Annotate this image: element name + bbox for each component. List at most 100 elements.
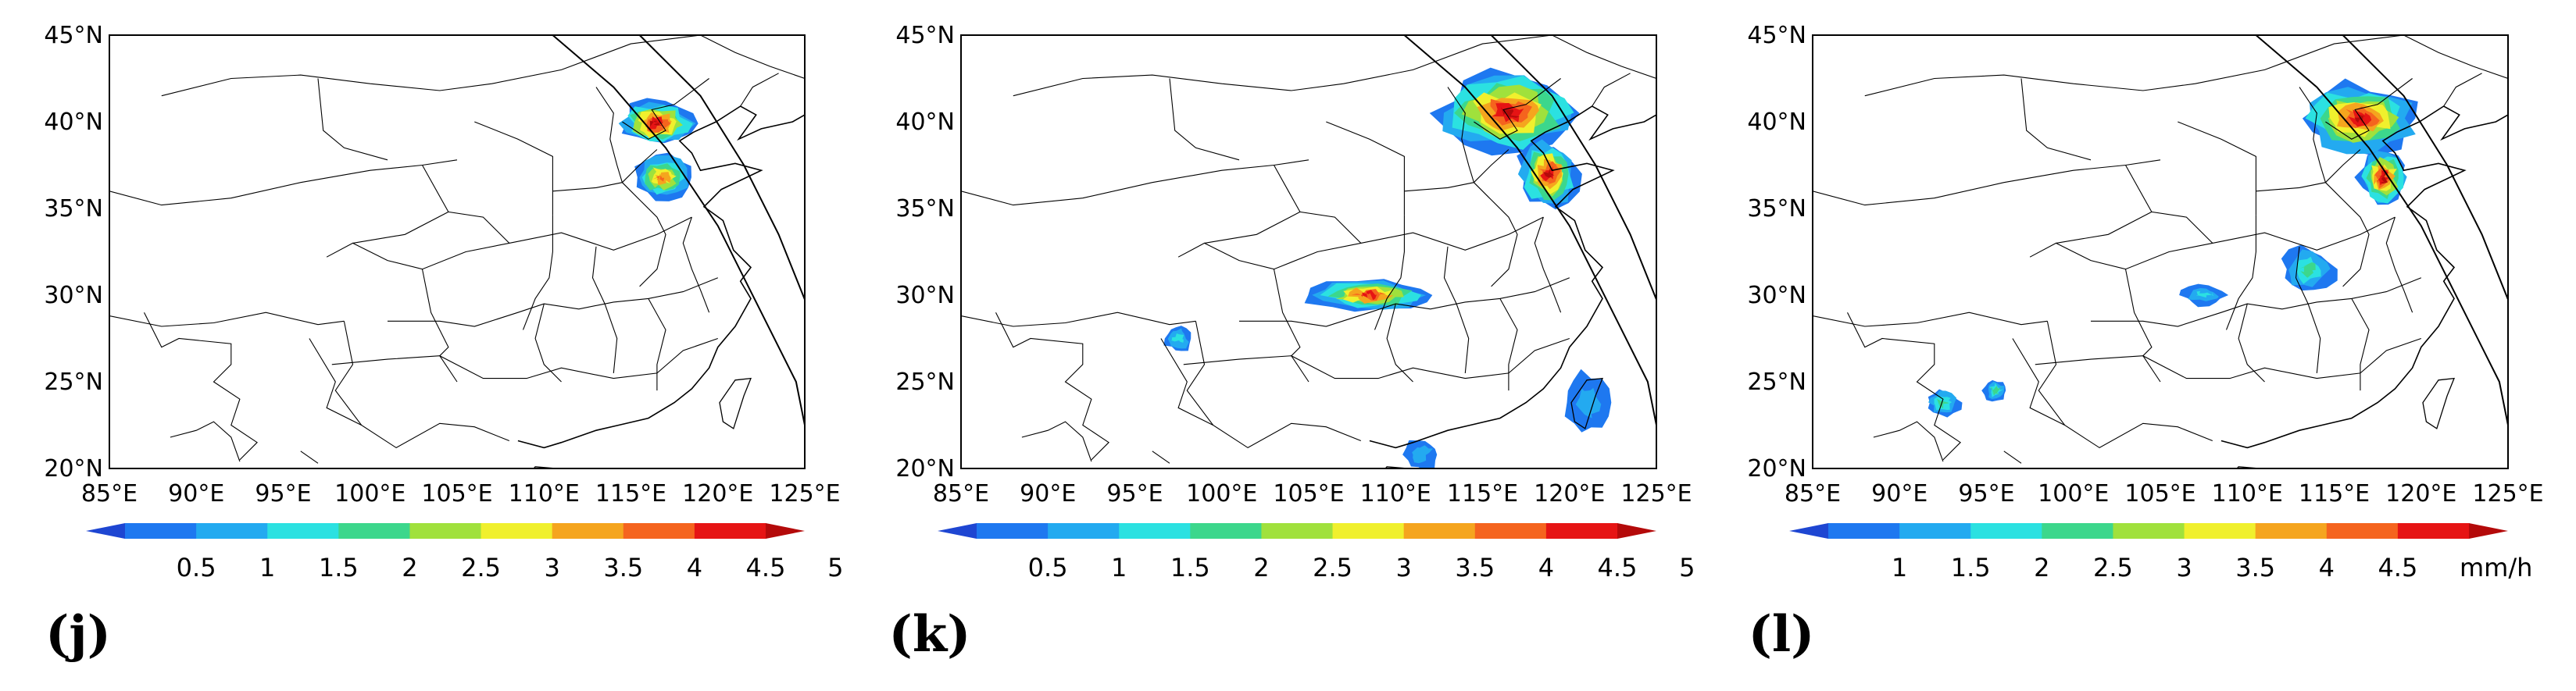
colorbar-segment bbox=[1545, 523, 1618, 539]
taiwan-outline bbox=[719, 377, 752, 429]
colorbar-label: 2 bbox=[1253, 553, 1269, 582]
province-border bbox=[2029, 216, 2396, 270]
colorbar-label: 2.5 bbox=[2093, 553, 2133, 582]
province-border bbox=[1447, 87, 1474, 183]
colorbar-label: 3 bbox=[544, 553, 559, 582]
province-border bbox=[1183, 337, 1570, 379]
lon-tick-label: 110°E bbox=[1360, 480, 1431, 508]
lon-tick-label: 85°E bbox=[933, 480, 989, 508]
colorbar-segment bbox=[2255, 523, 2328, 539]
lon-tick-label: 100°E bbox=[1186, 480, 1257, 508]
lon-tick-label: 110°E bbox=[2212, 480, 2283, 508]
province-border bbox=[1592, 73, 1631, 107]
precip-level bbox=[1937, 398, 1949, 409]
province-border bbox=[1186, 321, 1362, 449]
province-border bbox=[1152, 451, 1170, 464]
lon-tick-label: 95°E bbox=[1106, 480, 1163, 508]
colorbar-label: 1.5 bbox=[1170, 553, 1210, 582]
lon-tick-label: 95°E bbox=[1958, 480, 2014, 508]
colorbar-segment bbox=[1828, 523, 1900, 539]
swath-edge-east bbox=[638, 35, 805, 302]
colorbar-segment bbox=[1261, 523, 1334, 539]
province-border bbox=[2256, 149, 2361, 192]
province-border bbox=[1177, 216, 1544, 270]
longitude-labels: 85°E 90°E 95°E 100°E 105°E 110°E 115°E 120°E 125… bbox=[1785, 480, 2544, 508]
province-border bbox=[2056, 211, 2153, 244]
province-border bbox=[1864, 35, 2404, 97]
lon-tick-label: 95°E bbox=[255, 480, 311, 508]
province-border bbox=[961, 312, 1196, 327]
province-border bbox=[622, 78, 709, 140]
precip-level bbox=[656, 173, 666, 183]
lat-tick-label: 25°N bbox=[1747, 369, 1806, 396]
province-border bbox=[2035, 337, 2421, 379]
colorbar-segment bbox=[977, 523, 1049, 539]
province-border bbox=[170, 421, 241, 462]
province-border bbox=[1474, 182, 1518, 287]
colorbar-segment bbox=[1332, 523, 1405, 539]
province-border bbox=[1552, 35, 1656, 80]
colorbar-label: 4.5 bbox=[1598, 553, 1638, 582]
lon-tick-label: 100°E bbox=[334, 480, 406, 508]
colorbar-segment bbox=[196, 523, 268, 539]
map-content bbox=[961, 35, 1656, 468]
province-border bbox=[109, 312, 345, 327]
province-border bbox=[1169, 78, 1240, 161]
colorbar-arrow-low bbox=[938, 523, 977, 539]
map-frame bbox=[109, 34, 806, 469]
province-border bbox=[300, 451, 319, 464]
lat-tick-label: 45°N bbox=[895, 22, 955, 49]
taiwan-outline bbox=[1570, 377, 1604, 429]
lon-tick-label: 120°E bbox=[2385, 480, 2456, 508]
colorbar-label: 4.5 bbox=[746, 553, 786, 582]
panel-l: 45°N 40°N 35°N 30°N 25°N 20°N 85°E 90°E 95°E 100… bbox=[1703, 0, 2547, 691]
province-border bbox=[1013, 35, 1552, 97]
colorbar-segment bbox=[267, 523, 339, 539]
lat-tick-label: 40°N bbox=[895, 109, 955, 136]
province-border bbox=[522, 215, 553, 330]
colorbar-segment bbox=[2113, 523, 2185, 539]
precip-region bbox=[1517, 139, 1582, 210]
precip-level bbox=[2354, 113, 2366, 124]
colorbar-segment bbox=[2184, 523, 2256, 539]
lon-tick-label: 90°E bbox=[168, 480, 224, 508]
colorbar-segment bbox=[125, 523, 197, 539]
colorbar-label: 4 bbox=[687, 553, 702, 582]
map-frame bbox=[960, 34, 1657, 469]
latitude-labels: 45°N 40°N 35°N 30°N 25°N 20°N bbox=[44, 22, 103, 483]
precip-region bbox=[1402, 440, 1438, 468]
province-border bbox=[334, 321, 510, 449]
longitude-labels: 85°E 90°E 95°E 100°E 105°E 110°E 115°E 120°E 125… bbox=[81, 480, 841, 508]
colorbar-segment bbox=[481, 523, 553, 539]
precip-level bbox=[649, 119, 665, 127]
province-border bbox=[595, 87, 623, 183]
swath-edge-east bbox=[2342, 35, 2508, 302]
coastline bbox=[2221, 105, 2508, 449]
colorbar-segment bbox=[1119, 523, 1191, 539]
precip-region bbox=[1928, 389, 1963, 418]
colorbar-segment bbox=[1048, 523, 1120, 539]
precip-level bbox=[2196, 291, 2213, 298]
swath-edge-west bbox=[2255, 35, 2508, 429]
province-border bbox=[1386, 303, 1413, 383]
province-border bbox=[317, 78, 388, 161]
province-border bbox=[1404, 149, 1510, 192]
colorbar-segment bbox=[1403, 523, 1476, 539]
precip-region bbox=[1304, 279, 1433, 312]
colorbar-label: 3.5 bbox=[603, 553, 643, 582]
lon-tick-label: 85°E bbox=[81, 480, 138, 508]
province-border bbox=[144, 312, 258, 461]
province-border bbox=[1021, 421, 1092, 462]
colorbar-label: 1.5 bbox=[1951, 553, 1991, 582]
colorbar-label: 4.5 bbox=[2378, 553, 2417, 582]
lon-tick-label: 100°E bbox=[2038, 480, 2109, 508]
colorbar-label: 4 bbox=[1538, 553, 1554, 582]
precip-region bbox=[634, 152, 691, 201]
colorbar: 1 1.5 2 2.5 3 3.5 4 4.5 mm/h bbox=[1789, 523, 2532, 582]
colorbar: 0.5 1 1.5 2 2.5 3 3.5 4 4.5 5 mm/h bbox=[938, 523, 1695, 582]
colorbar-segment bbox=[409, 523, 482, 539]
panel-label: (l) bbox=[1748, 605, 1815, 664]
map-content bbox=[1813, 35, 2508, 468]
colorbar-segment bbox=[1970, 523, 2042, 539]
province-border bbox=[1326, 121, 1405, 215]
